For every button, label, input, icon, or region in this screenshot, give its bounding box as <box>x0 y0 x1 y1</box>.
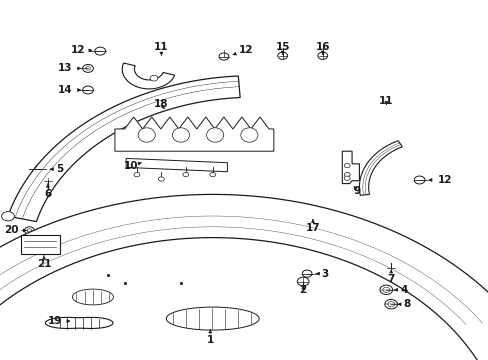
Polygon shape <box>359 141 402 195</box>
Polygon shape <box>122 63 174 89</box>
Text: 18: 18 <box>154 99 168 109</box>
Text: 13: 13 <box>58 63 81 73</box>
Text: 2: 2 <box>299 285 306 295</box>
Polygon shape <box>45 318 113 328</box>
Polygon shape <box>126 158 227 172</box>
Text: 3: 3 <box>316 269 328 279</box>
Text: 8: 8 <box>397 299 410 309</box>
Text: 11: 11 <box>378 96 393 106</box>
Circle shape <box>344 172 349 177</box>
Circle shape <box>158 177 164 181</box>
Text: 4: 4 <box>394 285 407 295</box>
Text: 5: 5 <box>50 164 63 174</box>
Polygon shape <box>342 151 359 184</box>
Ellipse shape <box>206 128 223 142</box>
Circle shape <box>150 75 158 81</box>
Circle shape <box>209 172 215 177</box>
Text: 12: 12 <box>428 175 451 185</box>
Bar <box>20 235 60 254</box>
Text: 6: 6 <box>44 184 51 199</box>
Text: 14: 14 <box>58 85 81 95</box>
Text: 11: 11 <box>154 42 168 55</box>
Text: 9: 9 <box>353 186 360 196</box>
Circle shape <box>344 176 349 180</box>
Polygon shape <box>115 117 273 151</box>
Circle shape <box>1 212 14 221</box>
Polygon shape <box>0 194 488 360</box>
Circle shape <box>134 172 140 177</box>
Text: 10: 10 <box>123 161 141 171</box>
Text: 7: 7 <box>386 270 394 284</box>
Text: 12: 12 <box>233 45 253 55</box>
Polygon shape <box>166 307 259 330</box>
Circle shape <box>344 163 349 168</box>
Ellipse shape <box>172 128 189 142</box>
Text: 16: 16 <box>315 42 329 55</box>
Text: 12: 12 <box>71 45 92 55</box>
Text: 20: 20 <box>4 225 26 235</box>
Ellipse shape <box>138 128 155 142</box>
Text: 15: 15 <box>275 42 289 55</box>
Circle shape <box>183 172 188 177</box>
Text: 1: 1 <box>206 330 213 345</box>
Text: 21: 21 <box>37 256 51 269</box>
Polygon shape <box>72 289 113 305</box>
Text: 17: 17 <box>305 220 320 233</box>
Ellipse shape <box>240 128 258 142</box>
Text: 19: 19 <box>48 316 70 326</box>
Polygon shape <box>8 76 240 222</box>
